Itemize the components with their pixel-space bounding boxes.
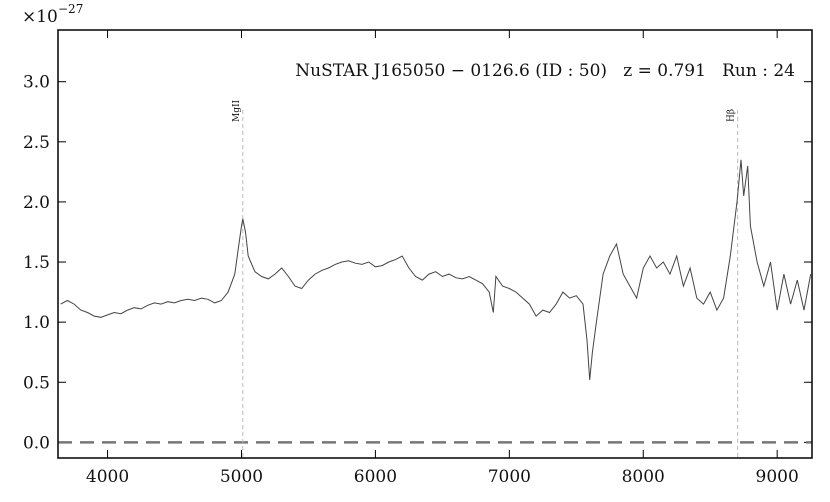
annotation: NuSTAR J165050 − 0126.6 (ID : 50) z = 0.…: [295, 61, 795, 81]
y-tick-label: 0.5: [23, 373, 50, 393]
y-tick-label: 1.5: [23, 253, 50, 273]
spectrum-line: [60, 159, 812, 380]
x-tick-label: 8000: [622, 467, 665, 487]
x-tick-label: 5000: [220, 467, 263, 487]
x-tick-label: 6000: [354, 467, 397, 487]
x-tick-label: 4000: [86, 467, 129, 487]
x-tick-label: 9000: [756, 467, 799, 487]
plot-frame: [57, 29, 813, 459]
y-tick-label: 3.0: [23, 73, 50, 93]
y-tick-label: 2.0: [23, 193, 50, 213]
reference-label: MgII: [232, 99, 242, 122]
y-tick-label: 2.5: [23, 133, 50, 153]
multiplier-exponent: −27: [58, 2, 83, 16]
y-tick-label: 1.0: [23, 313, 50, 333]
y-tick-label: 0.0: [23, 433, 50, 453]
x-tick-label: 7000: [488, 467, 531, 487]
reference-label: Hβ: [727, 109, 737, 122]
multiplier: ×10: [22, 7, 58, 27]
